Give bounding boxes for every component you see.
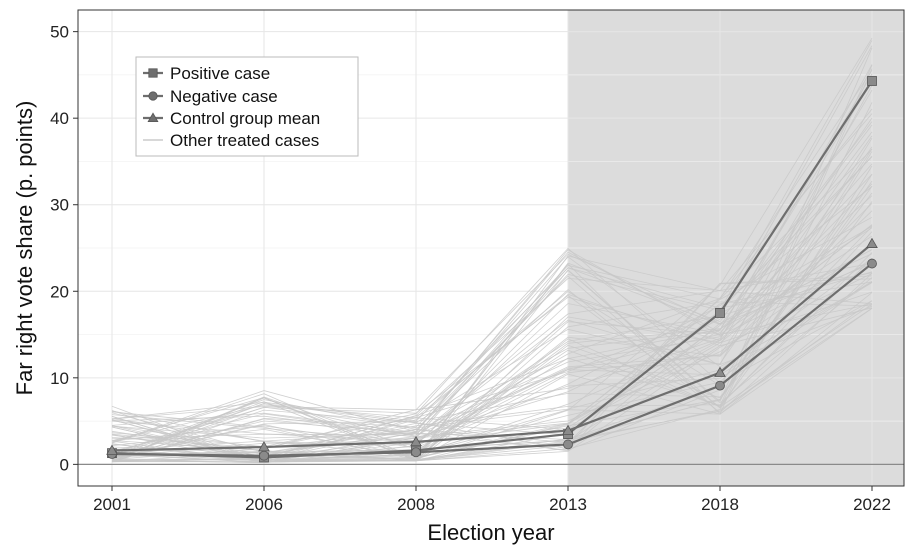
legend-item-negative-case: Negative case	[143, 87, 278, 106]
other-treated-case-line	[111, 307, 873, 461]
legend-label-negative-case: Negative case	[170, 87, 278, 106]
y-tick-label: 40	[50, 109, 69, 128]
circle-marker	[148, 91, 158, 101]
square-marker	[715, 308, 725, 318]
other-treated-case-line	[111, 201, 873, 449]
axes: 0 10 20 30 40 50 2001 2006 2008 2013 2018 2022	[50, 9, 905, 514]
x-tick-label: 2018	[701, 495, 739, 514]
other-treated-case-line	[111, 165, 873, 462]
y-tick-label: 50	[50, 23, 69, 42]
y-tick-label: 20	[50, 282, 69, 301]
other-treated-case-line	[111, 273, 873, 449]
other-treated-case-line	[111, 308, 873, 463]
legend-item-positive-case: Positive case	[143, 64, 270, 83]
other-treated-case-line	[111, 305, 873, 463]
other-treated-case-line	[111, 256, 873, 451]
x-tick-label: 2008	[397, 495, 435, 514]
triangle-marker	[714, 366, 726, 377]
legend-item-control-group-mean: Control group mean	[143, 109, 320, 128]
legend-item-other-treated-cases: Other treated cases	[143, 131, 319, 150]
other-treated-case-line	[111, 278, 873, 455]
triangle-marker	[147, 112, 159, 123]
other-treated-case-line	[111, 85, 873, 460]
triangle-marker	[866, 237, 878, 248]
circle-marker	[867, 258, 877, 269]
legend-label-positive-case: Positive case	[170, 64, 270, 83]
other-treated-case-line	[111, 300, 873, 454]
other-treated-case-line	[111, 47, 873, 462]
y-axis-title: Far right vote share (p. points)	[12, 101, 37, 396]
y-tick-label: 0	[60, 455, 69, 474]
main-series	[106, 76, 878, 463]
legend-square-marker	[143, 68, 163, 78]
triangle-marker	[410, 435, 422, 447]
legend-box	[135, 56, 359, 157]
x-tick-label: 2006	[245, 495, 283, 514]
plot-border	[77, 9, 905, 487]
x-tick-label: 2022	[853, 495, 891, 514]
other-treated-case-line	[111, 269, 873, 464]
triangle-marker	[562, 424, 574, 435]
series-line-circle	[111, 262, 873, 457]
circle-marker	[411, 447, 421, 458]
other-treated-case-line	[111, 291, 873, 442]
square-marker	[867, 76, 877, 86]
y-tick-label: 30	[50, 196, 69, 215]
other-treated-case-line	[111, 271, 873, 461]
other-treated-case-line	[111, 113, 873, 457]
x-tick-label: 2001	[93, 495, 131, 514]
x-tick-label: 2013	[549, 495, 587, 514]
other-treated-case-line	[111, 173, 873, 443]
other-treated-case-line	[111, 263, 873, 462]
legend-circle-marker	[143, 91, 163, 101]
legend-triangle-marker	[143, 112, 163, 123]
series-line-square	[111, 80, 873, 459]
series-line-triangle	[111, 242, 873, 452]
other-treated-case-line	[111, 124, 873, 462]
other-treated-case-line	[111, 131, 873, 446]
y-tick-label: 10	[50, 369, 69, 388]
other-treated-case-line	[111, 156, 873, 457]
legend: Positive case Negative case Control grou…	[135, 56, 359, 157]
legend-label-control-group-mean: Control group mean	[170, 109, 320, 128]
legend-label-other-treated-cases: Other treated cases	[170, 131, 319, 150]
other-treated-case-line	[111, 249, 873, 433]
square-marker	[148, 68, 158, 78]
triangle-marker	[106, 444, 118, 455]
x-axis-title: Election year	[427, 520, 554, 545]
circle-marker	[715, 380, 725, 391]
other-treated-case-line	[111, 89, 873, 464]
circle-marker	[259, 450, 269, 461]
triangle-marker	[258, 441, 270, 452]
circle-marker	[563, 439, 573, 450]
